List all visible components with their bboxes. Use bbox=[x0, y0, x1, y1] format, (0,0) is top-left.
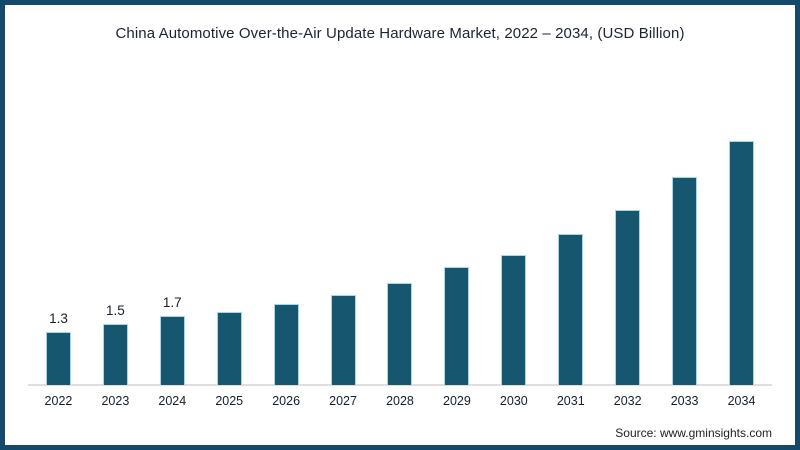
source-text: Source: www.gminsights.com bbox=[615, 426, 772, 440]
bar-2024 bbox=[159, 315, 185, 385]
bar-column bbox=[428, 100, 485, 385]
bar-2030 bbox=[501, 254, 527, 385]
bar-column: 1.5 bbox=[87, 100, 144, 385]
bar-column bbox=[542, 100, 599, 385]
bar-2034 bbox=[729, 140, 755, 385]
bar-value-label: 1.7 bbox=[162, 294, 182, 310]
bar-column bbox=[656, 100, 713, 385]
bar-2025 bbox=[216, 311, 242, 385]
bar-value-label: 1.5 bbox=[105, 302, 125, 318]
bar-value-label: 1.3 bbox=[49, 311, 68, 327]
x-tick-label: 2027 bbox=[329, 394, 357, 408]
bar-column bbox=[372, 100, 429, 385]
x-tick-label: 2033 bbox=[670, 394, 699, 408]
x-tick-label: 2030 bbox=[499, 394, 528, 408]
bar-2029 bbox=[444, 266, 470, 385]
bar-column bbox=[201, 100, 258, 385]
bar-2031 bbox=[558, 234, 584, 385]
x-tick-label: 2034 bbox=[727, 394, 756, 408]
x-tick-label: 2026 bbox=[272, 394, 301, 408]
x-axis-labels: 2022 2023 2024 2025 2026 2027 2028 2029 2030 2031… bbox=[30, 394, 770, 408]
bar-2027 bbox=[330, 295, 356, 385]
bar-2023 bbox=[102, 323, 128, 385]
bar-column bbox=[485, 100, 542, 385]
x-tick-label: 2028 bbox=[386, 394, 414, 408]
bar-column bbox=[713, 100, 770, 385]
bar-column bbox=[315, 100, 372, 385]
x-axis-line bbox=[28, 384, 772, 386]
bar-2032 bbox=[615, 209, 641, 385]
chart-title: China Automotive Over-the-Air Update Har… bbox=[115, 25, 685, 42]
bar-column: 1.7 bbox=[144, 100, 201, 385]
bar-2026 bbox=[273, 303, 299, 385]
bar-2028 bbox=[387, 283, 413, 385]
x-tick-label: 2029 bbox=[443, 394, 471, 408]
x-tick-label: 2022 bbox=[44, 394, 73, 408]
x-tick-label: 2024 bbox=[158, 394, 187, 408]
bar-column bbox=[599, 100, 656, 385]
bar-2022 bbox=[45, 332, 71, 385]
x-tick-label: 2031 bbox=[556, 394, 585, 408]
bar-column: 1.3 bbox=[30, 100, 87, 385]
bar-column bbox=[258, 100, 315, 385]
x-tick-label: 2023 bbox=[101, 394, 130, 408]
x-tick-label: 2032 bbox=[613, 394, 642, 408]
bar-2033 bbox=[672, 177, 698, 385]
x-tick-label: 2025 bbox=[215, 394, 244, 408]
plot-area: 1.3 1.5 1.7 bbox=[30, 100, 770, 385]
